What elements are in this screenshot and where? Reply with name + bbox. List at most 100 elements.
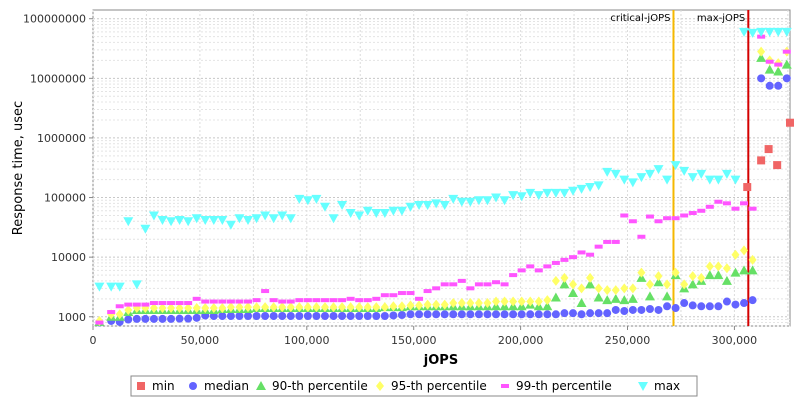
data-point	[319, 202, 330, 212]
data-point	[303, 298, 312, 303]
data-point	[158, 303, 167, 314]
data-point	[628, 283, 637, 294]
data-point	[457, 310, 466, 319]
data-point	[124, 304, 133, 315]
data-point	[303, 302, 312, 313]
data-point	[757, 156, 766, 165]
data-point	[252, 302, 261, 313]
data-point	[743, 183, 752, 192]
data-point	[295, 312, 304, 321]
data-point	[533, 191, 544, 201]
data-point	[586, 252, 595, 257]
data-point	[663, 302, 672, 311]
data-point	[560, 257, 569, 262]
data-point	[499, 196, 510, 206]
data-point	[201, 299, 210, 304]
data-point	[603, 309, 612, 318]
data-point	[338, 312, 347, 321]
x-tick-label: 100,000	[284, 334, 330, 347]
data-point	[627, 178, 638, 188]
data-point	[415, 310, 424, 319]
data-point	[688, 301, 697, 310]
data-point	[500, 296, 509, 307]
data-point	[260, 211, 271, 221]
data-point	[781, 59, 792, 69]
data-point	[756, 52, 767, 62]
data-point	[550, 188, 561, 198]
data-point	[166, 217, 177, 227]
data-point	[594, 309, 603, 318]
data-point	[192, 303, 201, 314]
data-point	[739, 265, 750, 275]
data-point	[363, 298, 372, 303]
data-point	[371, 209, 382, 219]
series-0	[743, 118, 794, 192]
data-point	[560, 309, 569, 318]
data-point	[740, 299, 749, 308]
data-point	[765, 59, 774, 64]
data-point	[586, 309, 595, 318]
data-point	[627, 293, 638, 303]
series-5	[94, 27, 792, 292]
data-point	[141, 302, 150, 307]
data-point	[286, 302, 295, 313]
data-point	[286, 299, 295, 304]
data-point	[456, 197, 467, 207]
data-point	[123, 217, 134, 227]
data-point	[415, 300, 424, 311]
data-point	[320, 298, 329, 303]
data-point	[740, 245, 749, 256]
data-point	[158, 314, 167, 323]
data-point	[268, 214, 279, 224]
data-point	[225, 220, 236, 230]
data-point	[687, 173, 698, 183]
data-point	[731, 300, 740, 309]
data-point	[764, 27, 775, 37]
data-point	[645, 279, 654, 290]
legend-label: 99-th percentile	[516, 379, 612, 393]
data-point	[389, 311, 398, 320]
data-point	[577, 250, 586, 255]
data-point	[217, 216, 228, 226]
data-point	[396, 206, 407, 216]
data-point	[235, 302, 244, 313]
data-point	[757, 74, 766, 83]
data-point	[140, 224, 151, 234]
data-point	[636, 173, 647, 183]
data-point	[114, 282, 125, 292]
data-point	[269, 302, 278, 313]
data-point	[576, 298, 587, 308]
data-point	[95, 320, 104, 325]
data-point	[551, 310, 560, 319]
y-tick-label: 100000	[44, 192, 86, 205]
series-4	[95, 34, 791, 325]
data-point	[773, 161, 782, 170]
data-point	[722, 297, 731, 306]
data-point	[542, 188, 553, 198]
data-point	[747, 28, 758, 38]
data-point	[714, 302, 723, 311]
data-point	[466, 286, 475, 291]
data-point	[731, 249, 740, 260]
legend-swatch	[638, 382, 648, 391]
data-point	[748, 206, 757, 211]
data-point	[551, 275, 560, 286]
marker-label: max-jOPS	[697, 13, 745, 24]
data-point	[559, 188, 570, 198]
data-point	[516, 192, 527, 202]
data-point	[517, 268, 526, 273]
data-point	[209, 312, 218, 321]
data-point	[492, 310, 501, 319]
data-point	[218, 299, 227, 304]
data-point	[174, 216, 185, 226]
legend-label: 95-th percentile	[391, 379, 487, 393]
data-point	[774, 62, 783, 67]
data-point	[603, 239, 612, 244]
data-point	[157, 216, 168, 226]
data-point	[644, 169, 655, 179]
data-point	[132, 314, 141, 323]
data-point	[696, 169, 707, 179]
data-point	[654, 305, 663, 314]
data-point	[329, 302, 338, 313]
